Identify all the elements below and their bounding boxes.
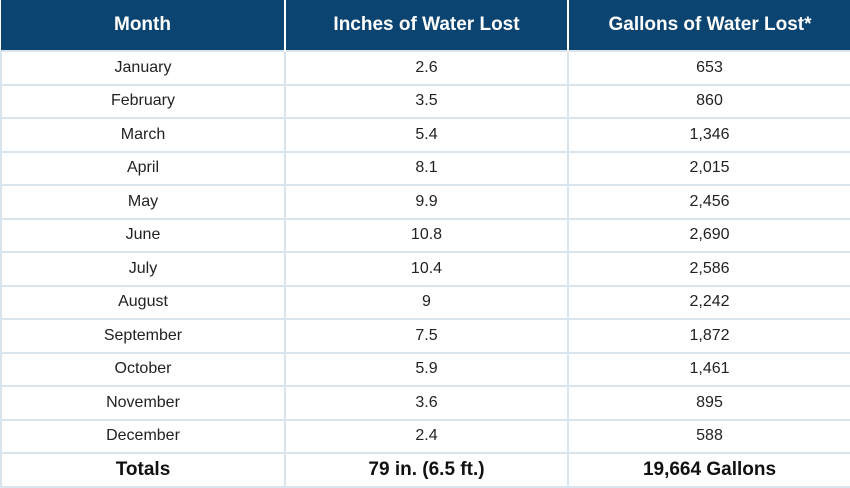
inches-cell: 10.8 — [284, 217, 569, 253]
inches-cell: 2.4 — [284, 418, 569, 454]
table-row: October 5.9 1,461 — [0, 351, 850, 387]
header-gallons: Gallons of Water Lost* — [567, 0, 850, 51]
inches-cell: 3.6 — [284, 385, 569, 421]
month-cell: November — [0, 385, 286, 421]
month-cell: December — [0, 418, 286, 454]
inches-cell: 10.4 — [284, 251, 569, 287]
gallons-cell: 653 — [567, 50, 850, 86]
table-row: August 9 2,242 — [0, 284, 850, 320]
month-cell: September — [0, 318, 286, 354]
gallons-cell: 588 — [567, 418, 850, 454]
gallons-cell: 2,242 — [567, 284, 850, 320]
table-row: July 10.4 2,586 — [0, 251, 850, 287]
gallons-cell: 2,456 — [567, 184, 850, 220]
month-cell: October — [0, 351, 286, 387]
totals-inches: 79 in. (6.5 ft.) — [284, 452, 569, 488]
gallons-cell: 2,586 — [567, 251, 850, 287]
month-cell: June — [0, 217, 286, 253]
month-cell: January — [0, 50, 286, 86]
inches-cell: 3.5 — [284, 83, 569, 119]
month-cell: May — [0, 184, 286, 220]
gallons-cell: 860 — [567, 83, 850, 119]
month-cell: April — [0, 150, 286, 186]
table-row: November 3.6 895 — [0, 385, 850, 421]
month-cell: August — [0, 284, 286, 320]
gallons-cell: 2,015 — [567, 150, 850, 186]
table-row: December 2.4 588 — [0, 418, 850, 454]
gallons-cell: 2,690 — [567, 217, 850, 253]
gallons-cell: 1,872 — [567, 318, 850, 354]
table-row: February 3.5 860 — [0, 83, 850, 119]
totals-label: Totals — [0, 452, 286, 488]
inches-cell: 5.9 — [284, 351, 569, 387]
inches-cell: 5.4 — [284, 117, 569, 153]
month-cell: March — [0, 117, 286, 153]
month-cell: July — [0, 251, 286, 287]
gallons-cell: 1,461 — [567, 351, 850, 387]
table-row: September 7.5 1,872 — [0, 318, 850, 354]
inches-cell: 8.1 — [284, 150, 569, 186]
month-cell: February — [0, 83, 286, 119]
totals-gallons: 19,664 Gallons — [567, 452, 850, 488]
totals-row: Totals 79 in. (6.5 ft.) 19,664 Gallons — [0, 452, 850, 488]
table-row: June 10.8 2,690 — [0, 217, 850, 253]
header-month: Month — [1, 0, 286, 51]
inches-cell: 9 — [284, 284, 569, 320]
table-row: April 8.1 2,015 — [0, 150, 850, 186]
inches-cell: 7.5 — [284, 318, 569, 354]
header-row: Month Inches of Water Lost Gallons of Wa… — [1, 0, 850, 51]
table-row: January 2.6 653 — [0, 50, 850, 86]
gallons-cell: 895 — [567, 385, 850, 421]
inches-cell: 2.6 — [284, 50, 569, 86]
gallons-cell: 1,346 — [567, 117, 850, 153]
table-row: March 5.4 1,346 — [0, 117, 850, 153]
header-inches: Inches of Water Lost — [284, 0, 569, 51]
inches-cell: 9.9 — [284, 184, 569, 220]
table-row: May 9.9 2,456 — [0, 184, 850, 220]
